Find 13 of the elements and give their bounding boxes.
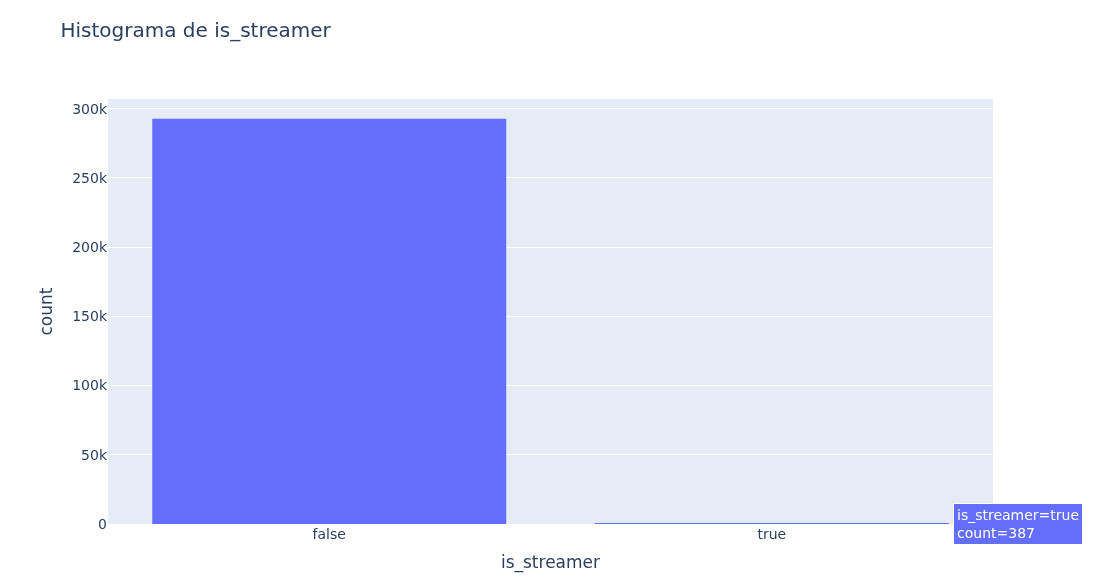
y-tick-label: 150k (72, 308, 108, 325)
chart-title: Histograma de is_streamer (60, 18, 332, 43)
annotation: is_streamer=true count=387 (957, 507, 1080, 542)
y-tick-label: 0 (98, 515, 107, 532)
y-axis-title: count (35, 287, 56, 336)
x-tick-label: false (312, 526, 346, 542)
y-tick-label: 50k (81, 446, 108, 463)
y-tick-label: 100k (72, 377, 108, 394)
y-tick-label: 250k (72, 169, 108, 186)
y-tick-label: 300k (72, 100, 108, 117)
y-tick-label: 200k (72, 239, 108, 256)
x-tick-label: true (757, 526, 787, 542)
x-axis-title: is_streamer (500, 552, 601, 574)
